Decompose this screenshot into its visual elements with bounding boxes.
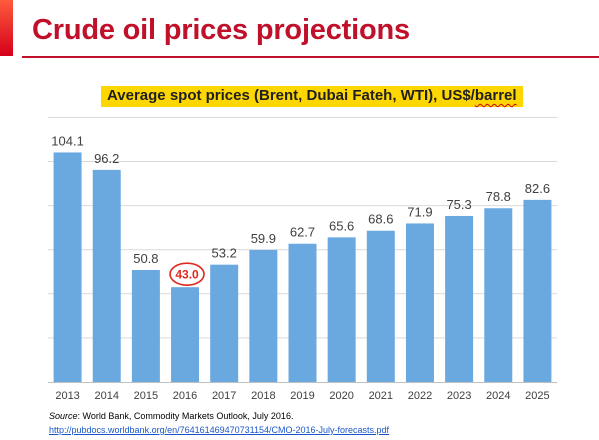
highlight-circle [169,262,205,286]
data-label: 104.1 [51,133,84,148]
x-tick-label: 2019 [290,390,314,402]
bar-2017 [210,264,239,382]
data-label: 68.6 [368,212,393,227]
x-tick-label: 2016 [173,390,197,402]
bar-2022 [405,223,434,382]
data-label: 65.6 [329,218,354,233]
bar-2020 [327,237,356,382]
bar-2016 [171,287,200,382]
data-label-highlighted: 43.0 [175,268,199,282]
chart-title-main: Average spot prices (Brent, Dubai Fateh,… [107,87,475,104]
bar-2023 [445,215,474,382]
title-accent-bar [0,0,13,56]
x-tick-label: 2020 [329,390,353,402]
x-tick-label: 2014 [94,390,118,402]
bar-2025 [523,199,552,382]
bar-2018 [249,249,278,382]
x-tick-label: 2017 [212,390,236,402]
x-tick-label: 2023 [447,390,471,402]
x-tick-label: 2025 [525,390,549,402]
bar-2019 [288,243,317,382]
data-label: 75.3 [446,197,471,212]
source-label: Source [49,411,78,421]
x-tick-label: 2022 [408,390,432,402]
bar-2015 [131,269,160,382]
slide-title: Crude oil prices projections [32,14,410,46]
data-label: 96.2 [94,151,119,166]
title-divider [22,56,599,58]
data-label: 50.8 [133,251,158,266]
bar-2013 [53,152,82,382]
chart-title: Average spot prices (Brent, Dubai Fateh,… [101,86,523,107]
bar-2024 [484,208,513,382]
x-tick-label: 2015 [134,390,158,402]
x-tick-label: 2013 [55,390,79,402]
source-link[interactable]: http://pubdocs.worldbank.org/en/76416146… [49,425,390,435]
x-tick-label: 2021 [369,390,393,402]
x-tick-label: 2024 [486,390,510,402]
bar-2014 [92,169,121,382]
data-label: 78.8 [486,189,511,204]
chart-title-unit: barrel [474,87,517,104]
x-tick-label: 2018 [251,390,275,402]
bar-2021 [366,230,395,382]
data-label: 62.7 [290,225,315,240]
data-label: 59.9 [251,231,276,246]
data-label: 53.2 [212,246,237,261]
data-label: 71.9 [407,204,432,219]
source-text: : World Bank, Commodity Markets Outlook,… [77,411,294,421]
source-note: Source: World Bank, Commodity Markets Ou… [49,411,293,421]
data-label: 82.6 [525,181,550,196]
